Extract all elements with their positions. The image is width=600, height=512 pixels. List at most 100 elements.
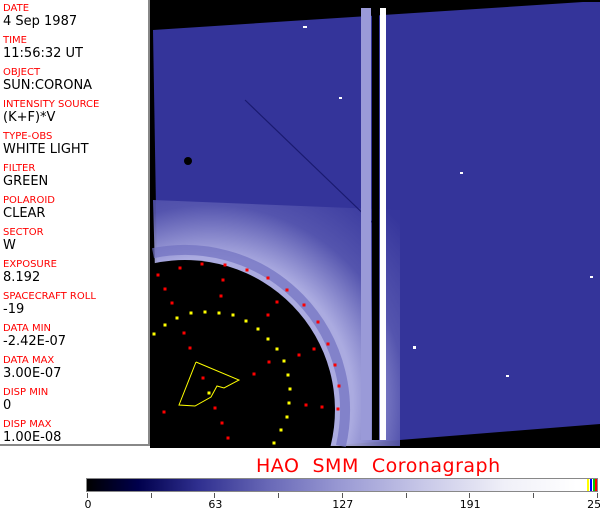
color-bar [86,478,598,492]
field-value: 8.192 [3,270,41,285]
red-marker [316,320,320,324]
red-marker [252,372,256,376]
colorbar-tick [214,493,216,498]
field-polaroid: POLAROID CLEAR [3,195,55,221]
red-marker [320,405,324,409]
yellow-marker [279,428,283,432]
field-value: W [3,238,16,253]
field-label: SECTOR [3,227,44,238]
colorbar-red-strip [595,479,597,491]
colorbar-tick-label: 127 [332,498,354,511]
field-exposure: EXPOSURE 8.192 [3,259,57,285]
colorbar-green-strip [593,479,595,491]
yellow-marker [244,319,248,323]
colorbar-tick-label: 191 [459,498,481,511]
colorbar-tick [150,493,152,498]
field-label: POLAROID [3,195,56,206]
colorbar-tick [532,493,534,498]
field-spacecraft-roll: SPACECRAFT ROLL -19 [3,291,96,317]
field-filter: FILTER GREEN [3,163,48,189]
field-value: 1.00E-08 [3,430,62,445]
field-data-min: DATA MIN -2.42E-07 [3,323,66,349]
colorbar-yellow-strip [587,479,589,491]
field-label: DATE [3,3,30,14]
yellow-marker [285,415,289,419]
red-marker [304,403,308,407]
red-marker [302,303,306,307]
field-value: SUN:CORONA [3,78,93,93]
field-disp-min: DISP MIN 0 [3,387,48,413]
yellow-marker [288,387,292,391]
colorbar-tick [596,493,598,498]
field-date: DATE 4 Sep 1987 [3,3,77,29]
yellow-marker [175,316,179,320]
yellow-marker [152,332,156,336]
field-value: WHITE LIGHT [3,142,89,157]
field-value: 11:56:32 UT [3,46,83,61]
colorbar-tick [469,493,471,498]
red-marker [170,301,174,305]
red-marker [219,294,223,298]
red-marker [221,278,225,282]
red-marker [213,406,217,410]
field-value: GREEN [3,174,49,189]
field-label: EXPOSURE [3,259,58,270]
yellow-outline-marker [178,361,241,407]
occulter-disk [153,260,335,446]
yellow-marker [163,323,167,327]
field-label: DATA MAX [3,355,55,366]
yellow-marker [266,337,270,341]
colorbar-tick [87,493,88,498]
field-value: 4 Sep 1987 [3,14,78,29]
field-value: 0 [3,398,12,413]
coronagraph-image [150,0,600,448]
red-marker [178,266,182,270]
red-marker [163,287,167,291]
overlay-markers [152,262,341,445]
red-marker [223,263,227,267]
red-marker [267,360,271,364]
header-info-panel: DATE 4 Sep 1987 TIME 11:56:32 UT OBJECT SUN:C… [0,0,150,446]
red-marker [326,342,330,346]
colorbar-tick [341,493,343,498]
field-label: DISP MAX [3,419,52,430]
field-label: TYPE-OBS [3,131,53,142]
yellow-marker [203,310,207,314]
red-marker [266,313,270,317]
instrument-title: HAO SMM Coronagraph [256,455,501,477]
colorbar-blue-strip [590,479,592,491]
field-sector: SECTOR W [3,227,44,253]
field-label: DISP MIN [3,387,49,398]
red-marker [156,273,160,277]
yellow-marker [275,347,279,351]
yellow-marker [287,401,291,405]
red-marker [275,300,279,304]
field-data-max: DATA MAX 3.00E-07 [3,355,61,381]
occulter-rim [152,244,350,448]
field-value: -19 [3,302,25,317]
field-label: OBJECT [3,67,41,78]
field-label: SPACECRAFT ROLL [3,291,96,302]
colorbar-tick [278,493,280,498]
yellow-marker [272,441,276,445]
red-marker [337,384,341,388]
colorbar-tick-label: 255 [587,498,600,511]
field-time: TIME 11:56:32 UT [3,35,83,61]
field-object: OBJECT SUN:CORONA [3,67,92,93]
red-marker [336,407,340,411]
pylon-bright-edge [380,8,386,440]
red-marker [182,331,186,335]
field-value: CLEAR [3,206,46,221]
field-intensity-source: INTENSITY SOURCE (K+F)*V [3,99,99,125]
red-marker [188,346,192,350]
field-label: TIME [3,35,28,46]
yellow-marker [217,311,221,315]
yellow-marker [189,311,193,315]
red-marker [201,376,205,380]
field-value: (K+F)*V [3,110,56,125]
field-value: -2.42E-07 [3,334,67,349]
field-type-obs: TYPE-OBS WHITE LIGHT [3,131,89,157]
red-marker [220,421,224,425]
field-value: 3.00E-07 [3,366,62,381]
red-marker [312,347,316,351]
